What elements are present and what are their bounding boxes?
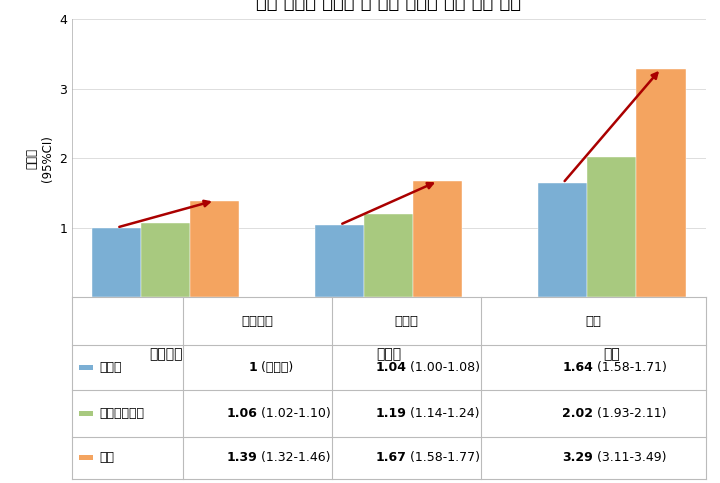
Bar xyxy=(364,214,413,297)
FancyBboxPatch shape xyxy=(79,455,94,460)
Text: 1.67: 1.67 xyxy=(375,452,406,464)
Text: (1.58-1.77): (1.58-1.77) xyxy=(406,452,480,464)
Text: 3.29: 3.29 xyxy=(562,452,593,464)
Text: 1.19: 1.19 xyxy=(375,407,406,420)
Text: (1.02-1.10): (1.02-1.10) xyxy=(257,407,331,420)
Text: 전당뇨: 전당뇨 xyxy=(377,347,401,361)
Text: (1.93-2.11): (1.93-2.11) xyxy=(593,407,667,420)
Text: 과음: 과음 xyxy=(99,452,114,464)
Text: (1.58-1.71): (1.58-1.71) xyxy=(593,361,667,374)
Text: (3.11-3.49): (3.11-3.49) xyxy=(593,452,667,464)
Text: (1.00-1.08): (1.00-1.08) xyxy=(406,361,480,374)
Bar xyxy=(413,181,462,297)
FancyBboxPatch shape xyxy=(79,411,94,416)
Text: 경중등도음주: 경중등도음주 xyxy=(99,407,144,420)
Text: 전당뇨: 전당뇨 xyxy=(395,315,418,328)
Y-axis label: 위험도
(95%CI): 위험도 (95%CI) xyxy=(26,135,54,182)
Bar xyxy=(190,200,239,297)
Text: 당뇨: 당뇨 xyxy=(603,347,620,361)
Text: 1.06: 1.06 xyxy=(227,407,257,420)
Bar xyxy=(539,183,588,297)
Bar xyxy=(92,227,141,297)
Text: 비음주: 비음주 xyxy=(99,361,122,374)
Bar xyxy=(588,157,636,297)
Text: 1: 1 xyxy=(248,361,257,374)
Title: 주당 알코올 섭취량 및 혈당 상태에 따른 간암 위험: 주당 알코올 섭취량 및 혈당 상태에 따른 간암 위험 xyxy=(256,0,521,12)
Bar xyxy=(141,224,190,297)
Text: (1.14-1.24): (1.14-1.24) xyxy=(406,407,480,420)
Bar xyxy=(636,69,685,297)
Text: (1.32-1.46): (1.32-1.46) xyxy=(257,452,330,464)
Bar xyxy=(315,225,364,297)
Text: 1.04: 1.04 xyxy=(375,361,406,374)
FancyBboxPatch shape xyxy=(79,365,94,370)
Text: 정상혈당: 정상혈당 xyxy=(241,315,274,328)
Text: (대조군): (대조군) xyxy=(257,361,294,374)
Text: 2.02: 2.02 xyxy=(562,407,593,420)
Text: 당뇨: 당뇨 xyxy=(585,315,601,328)
Text: 정상혈당: 정상혈당 xyxy=(149,347,182,361)
Text: 1.64: 1.64 xyxy=(562,361,593,374)
Text: 1.39: 1.39 xyxy=(227,452,257,464)
